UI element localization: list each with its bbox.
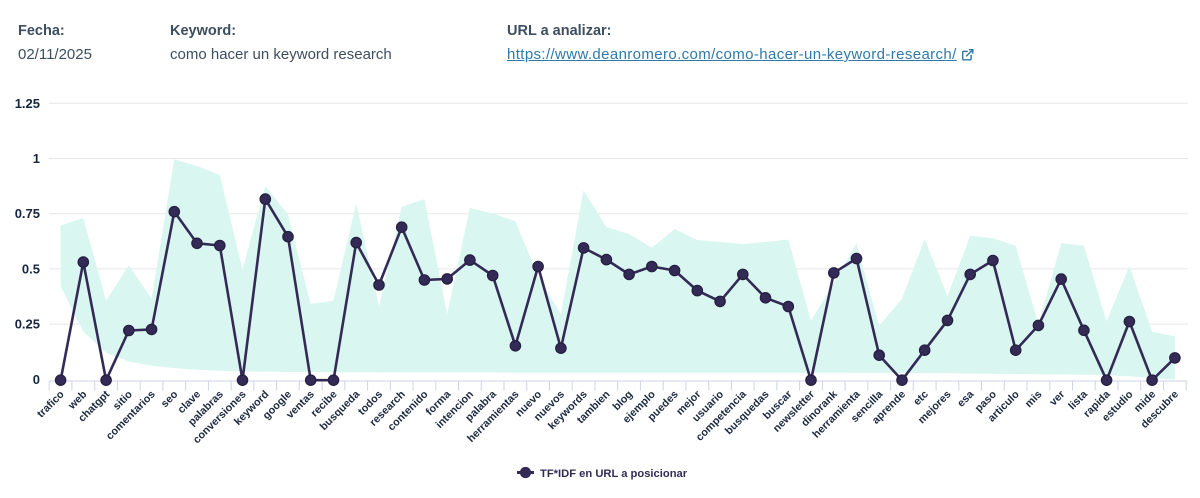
svg-text:trafico: trafico	[35, 388, 67, 420]
svg-text:0: 0	[33, 372, 40, 387]
svg-text:1: 1	[33, 151, 40, 166]
svg-text:0.75: 0.75	[15, 206, 40, 221]
svg-text:TF*IDF en URL a posicionar: TF*IDF en URL a posicionar	[540, 468, 688, 480]
svg-text:1.25: 1.25	[15, 96, 40, 111]
svg-text:0.5: 0.5	[22, 261, 40, 276]
svg-text:mis: mis	[1023, 388, 1045, 410]
svg-text:0.25: 0.25	[15, 317, 40, 332]
svg-text:ver: ver	[1047, 388, 1068, 409]
